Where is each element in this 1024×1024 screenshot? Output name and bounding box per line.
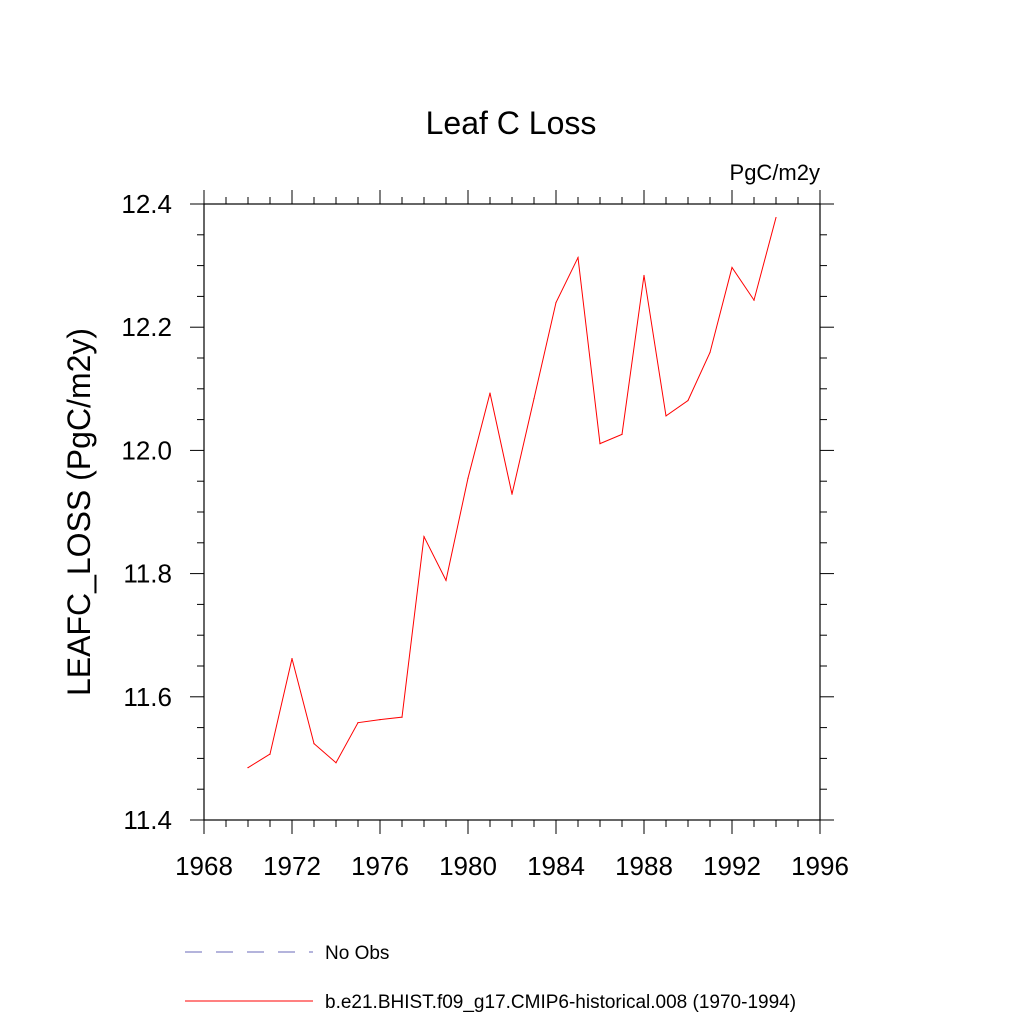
data-point bbox=[247, 767, 249, 769]
y-tick-label: 11.8 bbox=[123, 559, 172, 589]
series-line bbox=[247, 217, 777, 769]
data-point bbox=[643, 274, 645, 277]
x-tick-label: 1996 bbox=[791, 851, 849, 881]
y-tick-label: 12.2 bbox=[121, 312, 172, 342]
data-point bbox=[423, 536, 425, 538]
x-tick-label: 1972 bbox=[263, 851, 321, 881]
data-point bbox=[511, 493, 513, 495]
x-tick-label: 1992 bbox=[703, 851, 761, 881]
x-tick-label: 1968 bbox=[175, 851, 233, 881]
data-point bbox=[335, 762, 337, 764]
data-point bbox=[489, 392, 491, 394]
legend-label-model: b.e21.BHIST.f09_g17.CMIP6-historical.008… bbox=[325, 992, 796, 1013]
data-point bbox=[445, 579, 447, 581]
y-axis-label: LEAFC_LOSS (PgC/m2y) bbox=[61, 328, 97, 696]
data-point bbox=[687, 399, 689, 402]
x-tick-label: 1984 bbox=[527, 851, 585, 881]
x-tick-label: 1980 bbox=[439, 851, 497, 881]
chart-title: Leaf C Loss bbox=[426, 105, 597, 141]
y-tick-label: 11.6 bbox=[123, 682, 172, 712]
data-point bbox=[269, 753, 271, 755]
axis-tick-labels: 1968 1972 1976 1980 1984 1988 1992 1996 11.4 11.6… bbox=[121, 189, 849, 881]
data-point bbox=[753, 299, 755, 301]
series-layer bbox=[247, 216, 777, 769]
data-point bbox=[621, 433, 623, 435]
x-tick-label: 1988 bbox=[615, 851, 673, 881]
data-point bbox=[533, 398, 535, 400]
data-point bbox=[357, 722, 359, 724]
data-point bbox=[401, 716, 403, 718]
data-point bbox=[731, 266, 733, 269]
data-point bbox=[467, 477, 469, 479]
data-point bbox=[379, 718, 381, 721]
y-tick-label: 11.4 bbox=[123, 805, 172, 835]
data-point bbox=[577, 256, 579, 259]
legend-label-no-obs: No Obs bbox=[325, 943, 389, 964]
y-tick-label: 12.4 bbox=[121, 189, 172, 219]
data-point bbox=[313, 743, 315, 745]
legend: No Obs b.e21.BHIST.f09_g17.CMIP6-histori… bbox=[185, 943, 796, 1013]
data-point bbox=[709, 351, 711, 354]
data-point bbox=[291, 658, 293, 660]
data-point bbox=[555, 301, 557, 304]
data-point bbox=[665, 415, 667, 417]
axis-ticks bbox=[190, 190, 834, 834]
data-point bbox=[599, 443, 601, 445]
data-point bbox=[775, 216, 777, 219]
y-tick-label: 12.0 bbox=[121, 435, 172, 465]
plot-frame bbox=[203, 203, 821, 821]
units-label: PgC/m2y bbox=[730, 160, 820, 185]
x-tick-label: 1976 bbox=[351, 851, 409, 881]
